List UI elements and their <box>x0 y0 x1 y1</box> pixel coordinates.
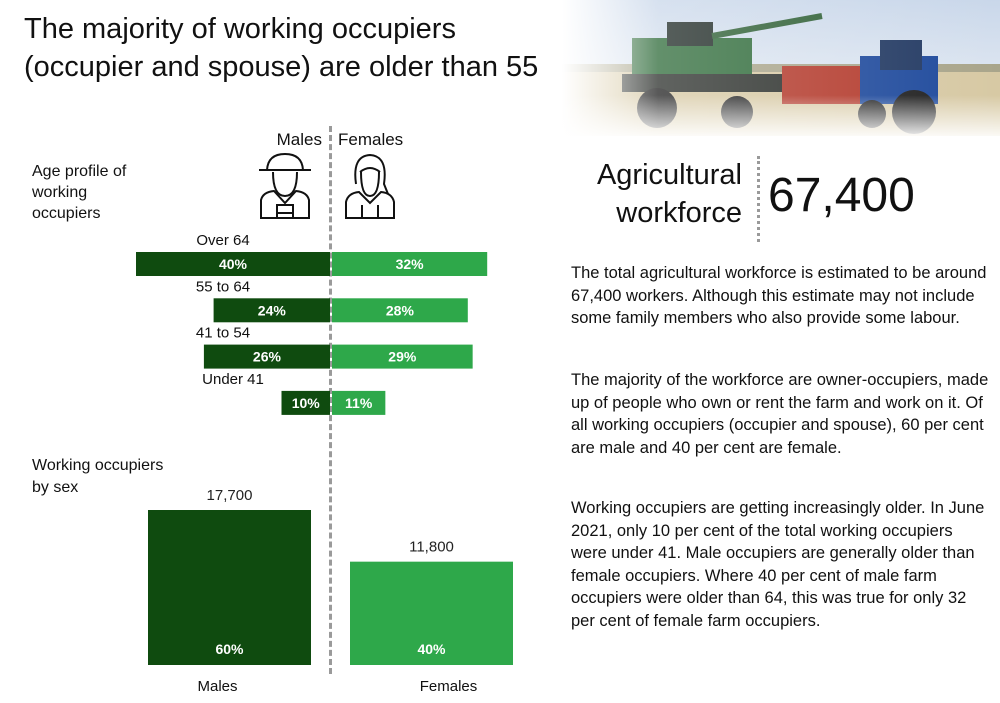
age-category-label: Under 41 <box>202 371 264 388</box>
male-age-bar <box>136 252 330 276</box>
sex-value-label: 17,700 <box>207 487 253 504</box>
female-age-bar <box>332 344 473 369</box>
sex-bar <box>148 510 311 665</box>
male-age-value-label: 40% <box>219 256 248 272</box>
age-category-label: 41 to 54 <box>196 325 250 342</box>
age-category-label: 55 to 64 <box>196 278 250 295</box>
male-age-value-label: 24% <box>258 302 287 318</box>
male-age-bar <box>203 344 330 369</box>
female-age-bar <box>332 390 386 415</box>
combine-harvester-tractor-photo <box>562 0 1000 136</box>
male-age-bar <box>213 298 330 323</box>
page-title: The majority of working occupiers (occup… <box>24 13 539 83</box>
age-profile-subtitle: Age profile of working occupiers <box>31 163 127 222</box>
legend-females: Females <box>338 130 403 149</box>
sex-share-label: 40% <box>417 641 446 657</box>
sex-category-label: Females <box>420 678 478 695</box>
kpi-label-line1: Agricultural <box>596 159 742 191</box>
paragraph-workforce: The total agricultural workforce is esti… <box>571 264 987 327</box>
sex-category-label: Males <box>197 678 237 695</box>
male-age-bar <box>281 390 330 415</box>
occupiers-by-sex-bars: 17,700 60% Males 11,800 40% Females <box>148 487 513 695</box>
occupiers-by-sex-subtitle: Working occupiers by sex <box>32 457 163 496</box>
legend-males: Males <box>277 130 322 149</box>
male-farmer-icon <box>259 152 311 219</box>
kpi-label-line2: workforce <box>616 197 742 229</box>
sex-bar <box>350 561 513 665</box>
female-age-bar <box>332 252 488 276</box>
kpi-separator <box>757 156 760 242</box>
female-age-bar <box>332 298 468 323</box>
female-age-value-label: 28% <box>386 302 415 318</box>
female-age-value-label: 11% <box>345 395 373 411</box>
age-category-label: Over 64 <box>196 232 249 249</box>
kpi-label: Agricultural workforce <box>560 156 742 232</box>
female-farmer-icon <box>345 153 395 219</box>
occupier-charts: Males Females Age profile of working occup… <box>31 130 513 695</box>
sex-share-label: 60% <box>215 641 244 657</box>
male-age-value-label: 10% <box>292 395 321 411</box>
paragraph-ageing: Working occupiers are getting increasing… <box>571 499 985 630</box>
male-age-value-label: 26% <box>253 349 282 365</box>
female-age-value-label: 32% <box>396 256 425 272</box>
male-female-divider <box>329 126 332 674</box>
kpi-value: 67,400 <box>768 169 915 222</box>
female-age-value-label: 29% <box>388 349 417 365</box>
paragraph-owner-occupiers: The majority of the workforce are owner-… <box>571 371 989 457</box>
sex-value-label: 11,800 <box>409 539 454 556</box>
